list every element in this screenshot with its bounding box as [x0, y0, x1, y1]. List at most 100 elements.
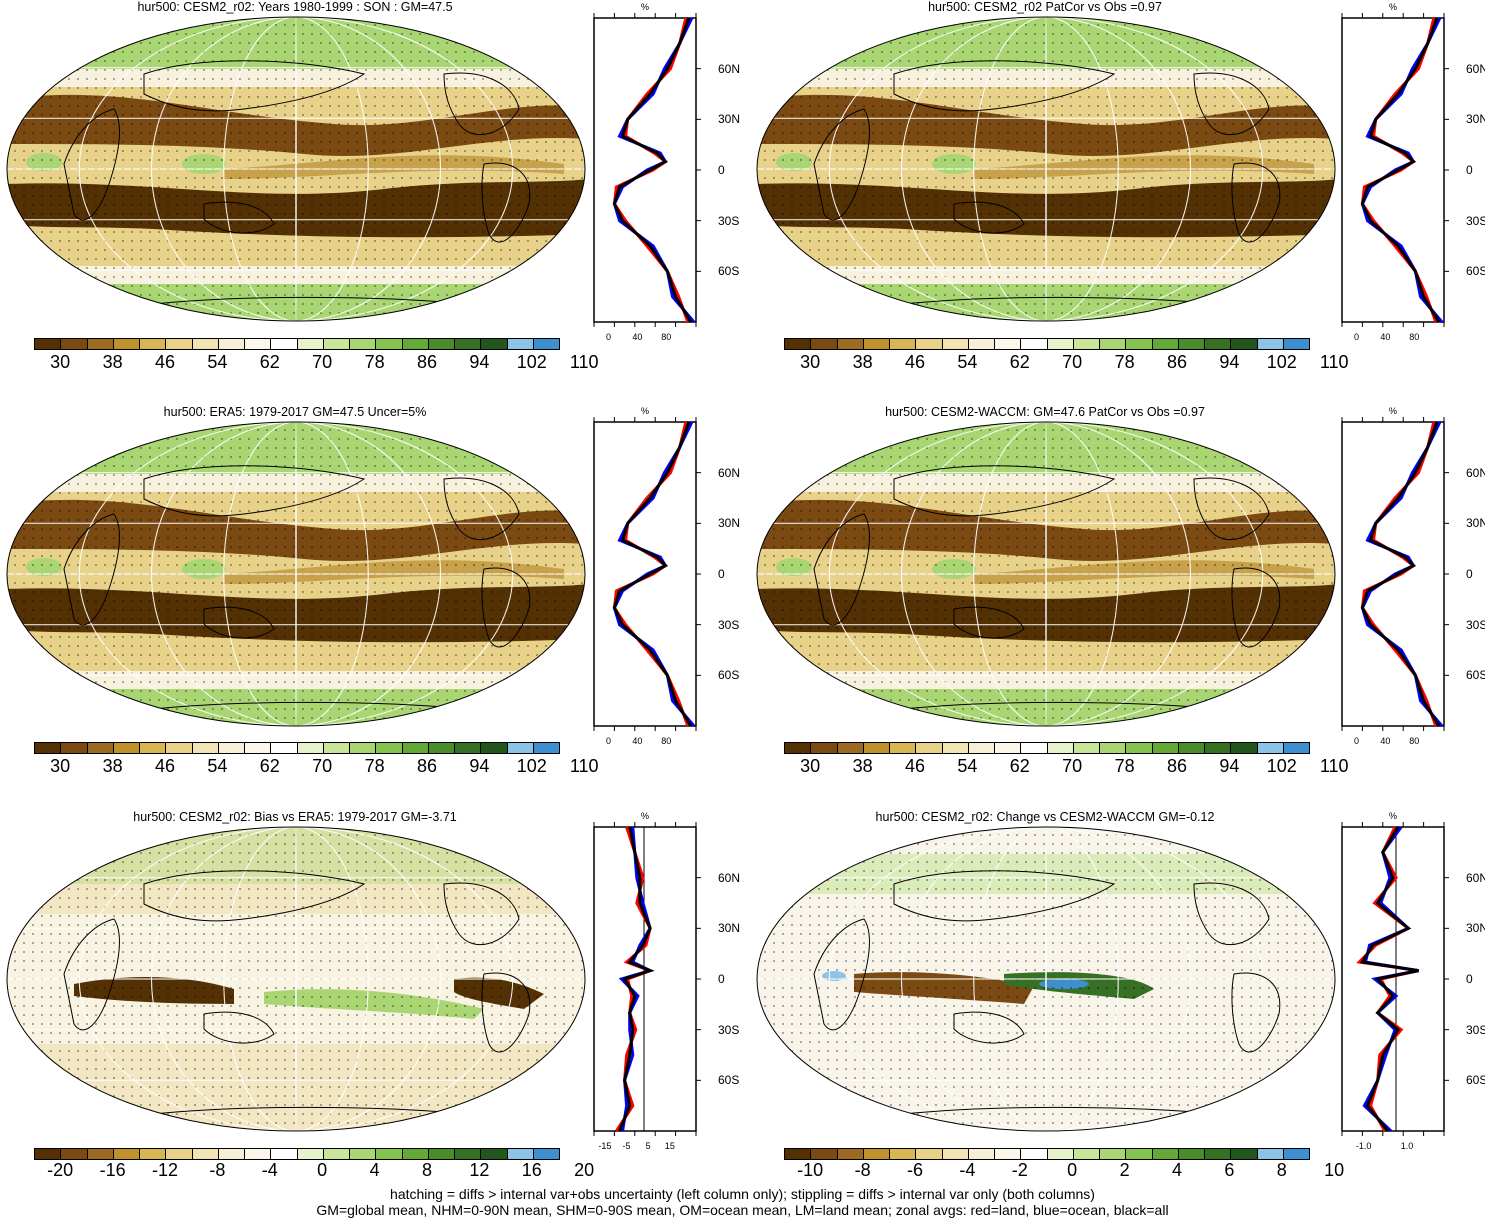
- colorbar-tick-label: -8: [854, 1160, 871, 1180]
- colorbar: [34, 742, 560, 754]
- colorbar-swatch: [35, 743, 62, 753]
- colorbar-swatch: [533, 743, 559, 753]
- map-title: hur500: CESM2_r02: Bias vs ERA5: 1979-20…: [133, 810, 457, 824]
- colorbar-tick-label: -4: [959, 1160, 976, 1180]
- coastline: [813, 918, 870, 1031]
- zonal-lat-label: 60S: [718, 1073, 740, 1088]
- zonal-lat-label: 60N: [1466, 465, 1485, 480]
- zonal-lat-label: 30S: [1466, 213, 1485, 228]
- coastline: [893, 465, 1116, 517]
- colorbar-swatch: [1283, 1149, 1309, 1159]
- colorbar-swatch: [297, 339, 324, 349]
- map-border: [756, 826, 1336, 1132]
- coastline: [203, 606, 275, 639]
- colorbar-swatch: [87, 339, 114, 349]
- zonal-lat-label: 60N: [1466, 61, 1485, 76]
- colorbar-swatch: [1021, 1149, 1048, 1159]
- colorbar-swatch: [376, 339, 403, 349]
- colorbar-tick-label: 86: [1166, 352, 1188, 372]
- colorbar-tick-label: -4: [261, 1160, 278, 1180]
- colorbar-swatch: [245, 339, 272, 349]
- colorbar: [34, 338, 560, 350]
- coastline: [143, 60, 366, 112]
- zonal-lat-label: 30S: [1466, 1022, 1485, 1037]
- map-border: [756, 421, 1336, 727]
- coastline: [203, 201, 275, 234]
- colorbar-swatch: [1126, 743, 1153, 753]
- colorbar-swatch: [455, 743, 482, 753]
- zonal-mean-plot: % 0 40 80: [593, 2, 701, 342]
- colorbar-tick-label: -10: [797, 1160, 824, 1180]
- colorbar-tick-label: 70: [312, 352, 333, 372]
- colorbar-tick-label: 86: [1166, 756, 1188, 776]
- colorbar-tick-label: 62: [1009, 756, 1030, 776]
- map-border: [756, 16, 1336, 322]
- colorbar-swatch: [140, 743, 167, 753]
- graticule-lon: [973, 827, 1119, 1131]
- colorbar-tick-label: 2: [1119, 1160, 1130, 1180]
- colorbar-swatch: [271, 1149, 298, 1159]
- zonal-title: %: [1389, 811, 1397, 821]
- colorbar-swatch: [35, 1149, 62, 1159]
- colorbar-swatch: [942, 339, 969, 349]
- colorbar-swatch: [995, 339, 1022, 349]
- zonal-xtick-label: 0: [606, 736, 611, 746]
- colorbar-tick-label: 4: [369, 1160, 380, 1180]
- graticule-lon: [295, 827, 297, 1131]
- colorbar-swatch: [350, 339, 377, 349]
- colorbar-swatch: [968, 1149, 995, 1159]
- colorbar-swatch: [192, 339, 219, 349]
- colorbar-tick-label: 94: [1219, 756, 1240, 776]
- zonal-xtick-label: 15: [665, 1141, 675, 1151]
- graticule-lon: [151, 17, 441, 321]
- colorbar-swatch: [1257, 339, 1284, 349]
- graticule-lon: [1045, 422, 1047, 726]
- colorbar: [784, 338, 1310, 350]
- colorbar-swatch: [1231, 743, 1258, 753]
- colorbar-swatch: [1073, 1149, 1100, 1159]
- zonal-lat-label: 30N: [1466, 112, 1485, 127]
- colorbar-swatch: [113, 1149, 140, 1159]
- zonal-xtick-label: -5: [623, 1141, 631, 1151]
- colorbar-swatch: [1205, 339, 1232, 349]
- coastline: [143, 465, 366, 517]
- colorbar-swatch: [245, 1149, 272, 1159]
- zonal-lat-label: 60S: [1466, 264, 1485, 279]
- map-plot: [6, 16, 586, 322]
- colorbar-tick-label: -8: [209, 1160, 226, 1180]
- colorbar-swatch: [297, 1149, 324, 1159]
- zonal-line-all: [618, 826, 655, 1132]
- colorbar-swatch: [890, 1149, 917, 1159]
- colorbar-tick-label: 54: [207, 756, 228, 776]
- colorbar-tick-label: 46: [904, 756, 926, 776]
- colorbar-swatch: [1100, 339, 1127, 349]
- coastline: [63, 918, 120, 1031]
- colorbar-tick-label: 54: [957, 352, 978, 372]
- zonal-lat-label: 0: [718, 163, 725, 177]
- coastline: [1231, 567, 1281, 648]
- zonal-title: %: [1389, 406, 1397, 416]
- zonal-lat-label: 30N: [718, 112, 741, 127]
- colorbar-swatch: [1047, 339, 1074, 349]
- zonal-lat-label: 60S: [718, 668, 740, 683]
- zonal-lat-label: 0: [718, 972, 725, 986]
- colorbar-swatch: [1231, 1149, 1258, 1159]
- colorbar-swatch: [942, 1149, 969, 1159]
- zonal-lat-label: 30N: [718, 516, 741, 531]
- colorbar-swatch: [1047, 1149, 1074, 1159]
- colorbar-tick-label: 102: [1266, 756, 1297, 776]
- coastline: [953, 1011, 1025, 1044]
- graticule-lon: [1045, 827, 1047, 1131]
- map-title: hur500: CESM2-WACCM: GM=47.6 PatCor vs O…: [885, 405, 1205, 419]
- colorbar-swatch: [1283, 339, 1309, 349]
- coastline: [893, 60, 1116, 112]
- colorbar-tick-label: 30: [800, 352, 821, 372]
- zonal-title: %: [641, 2, 649, 12]
- map-plot: [756, 826, 1336, 1132]
- map-border: [6, 421, 586, 727]
- colorbar-tick-label: 30: [800, 756, 821, 776]
- zonal-mean-plot: % 0 40 80: [593, 406, 701, 746]
- colorbar-tick-label: 62: [259, 352, 280, 372]
- colorbar-tick-label: 46: [904, 352, 926, 372]
- map-title: hur500: CESM2_r02 PatCor vs Obs =0.97: [928, 0, 1162, 14]
